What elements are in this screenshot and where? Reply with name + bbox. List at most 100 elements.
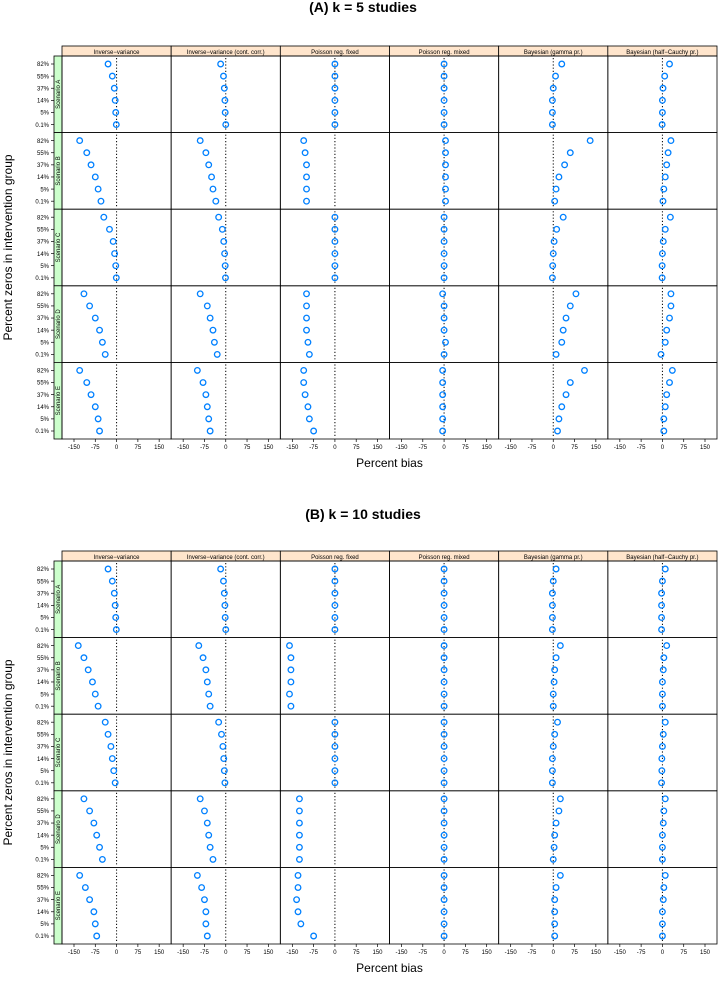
data-point — [112, 274, 120, 282]
data-point — [86, 896, 94, 904]
y-tick-label: 55% — [37, 579, 50, 585]
y-tick-label: 14% — [37, 680, 50, 686]
data-point — [440, 577, 448, 585]
method-strip-label: Inverse−variance — [94, 50, 141, 56]
data-point — [300, 137, 308, 145]
data-point — [91, 403, 99, 411]
chart-block-b: (B) k = 10 studies Inverse−variance Invers… — [1, 506, 718, 975]
x-tick-label: -150 — [177, 950, 190, 956]
y-tick-label: 5% — [40, 616, 49, 622]
data-point — [94, 185, 102, 193]
data-point — [287, 654, 295, 662]
x-tick-label: -150 — [614, 950, 627, 956]
data-point — [110, 589, 118, 597]
data-point — [111, 96, 119, 104]
x-tick-label: 0 — [442, 445, 446, 451]
data-point — [206, 427, 214, 435]
data-point — [94, 415, 102, 423]
data-point — [91, 314, 99, 322]
y-tick-label: 82% — [37, 215, 50, 221]
data-point — [97, 197, 105, 205]
data-point — [304, 338, 312, 346]
y-tick-label: 0.1% — [35, 628, 49, 634]
data-point — [331, 72, 339, 80]
chart-title: (B) k = 10 studies — [305, 506, 421, 522]
data-point — [198, 884, 206, 891]
y-tick-label: 82% — [37, 644, 50, 650]
x-tick-label: -75 — [528, 950, 537, 956]
y-tick-label: 5% — [40, 417, 49, 423]
y-tick-label: 37% — [37, 591, 50, 597]
data-point — [220, 767, 228, 775]
data-point — [440, 84, 448, 92]
y-tick-label: 37% — [37, 86, 50, 92]
data-point — [331, 225, 339, 233]
y-tick-label: 0.1% — [35, 934, 49, 940]
y-tick-label: 82% — [37, 797, 50, 803]
data-point — [300, 366, 308, 374]
data-point — [295, 807, 303, 815]
x-tick-label: 75 — [571, 445, 578, 451]
data-point — [440, 690, 448, 698]
data-point — [218, 730, 225, 738]
y-tick-label: 14% — [37, 252, 50, 258]
data-point — [107, 742, 115, 750]
data-point — [658, 831, 666, 839]
data-point — [199, 654, 207, 662]
data-point — [90, 819, 98, 827]
x-tick-label: 0 — [552, 445, 556, 451]
data-point — [659, 84, 667, 92]
data-point — [331, 779, 339, 787]
data-point — [548, 779, 556, 787]
x-tick-label: 150 — [154, 445, 165, 451]
y-tick-label: 14% — [37, 175, 50, 181]
data-point — [559, 213, 567, 221]
data-point — [295, 795, 303, 803]
data-point — [331, 237, 339, 245]
data-point — [440, 121, 448, 129]
data-point — [87, 391, 95, 399]
data-point — [303, 185, 310, 193]
x-tick-label: 0 — [224, 950, 228, 956]
data-point — [440, 678, 448, 686]
x-tick-label: -75 — [91, 445, 100, 451]
x-tick-label: 0 — [552, 950, 556, 956]
data-point — [303, 173, 310, 181]
y-tick-label: 55% — [37, 304, 50, 310]
x-tick-label: -75 — [418, 445, 427, 451]
data-point — [310, 427, 318, 435]
data-point — [295, 843, 303, 851]
x-axis-label: Percent bias — [356, 456, 423, 470]
data-point — [331, 565, 339, 573]
data-point — [295, 855, 303, 863]
data-point — [440, 626, 448, 634]
scenario-strip-label: Scenario B — [56, 661, 62, 690]
x-tick-label: 0 — [661, 950, 665, 956]
y-tick-label: 37% — [37, 898, 50, 904]
x-tick-label: -150 — [286, 950, 299, 956]
data-point — [86, 302, 94, 310]
x-tick-label: -75 — [200, 950, 209, 956]
data-point — [202, 149, 210, 157]
y-tick-label: 82% — [37, 567, 50, 573]
data-point — [658, 577, 666, 585]
data-point — [552, 350, 560, 358]
data-point — [287, 702, 295, 710]
data-point — [202, 920, 210, 928]
data-point — [218, 225, 226, 233]
x-tick-label: 150 — [591, 950, 602, 956]
data-point — [658, 767, 666, 775]
chart-title: (A) k = 5 studies — [309, 0, 417, 15]
data-point — [658, 908, 666, 916]
data-point — [442, 197, 449, 205]
data-point — [553, 225, 561, 233]
data-point — [552, 565, 560, 573]
x-tick-label: 75 — [462, 950, 469, 956]
y-tick-label: 82% — [37, 874, 50, 880]
data-point — [91, 920, 99, 928]
data-point — [287, 678, 295, 686]
data-point — [559, 326, 567, 334]
data-point — [221, 262, 229, 270]
data-point — [658, 262, 666, 270]
data-point — [548, 109, 556, 116]
